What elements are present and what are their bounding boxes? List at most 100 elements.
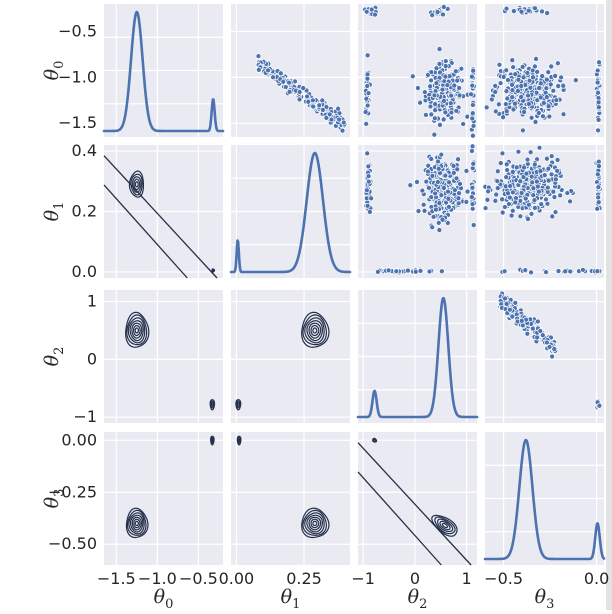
scatter-point: [432, 101, 438, 107]
scatter-point: [363, 187, 370, 194]
scatter-point: [539, 332, 546, 339]
kde-curve-3: [483, 438, 606, 561]
scatter-point: [450, 163, 457, 169]
scatter-point: [543, 76, 550, 83]
scatter-point: [594, 268, 601, 274]
scatter-point: [531, 197, 538, 203]
scatter-point: [528, 114, 535, 121]
scatter-point: [441, 98, 447, 104]
scatter-point: [512, 71, 519, 77]
scatter-point: [441, 4, 447, 10]
panel-r1-c0: [103, 145, 223, 279]
scatter-point: [548, 171, 555, 178]
scatter-point: [540, 100, 547, 106]
scatter-point: [596, 163, 602, 169]
x-tick-label-c1: 0.25: [286, 569, 322, 588]
scatter-point: [492, 108, 499, 115]
scatter-point: [528, 211, 535, 217]
panel-r0-c3: [483, 4, 604, 137]
panel-background: [104, 290, 223, 423]
scatter-point: [436, 227, 443, 233]
scatter-point: [319, 97, 326, 104]
scatter-point: [451, 82, 458, 89]
density-contour: [434, 516, 456, 535]
scatter-point: [323, 114, 330, 121]
scatter-point: [442, 109, 449, 116]
scatter-point: [437, 122, 443, 128]
scatter-point: [530, 74, 536, 81]
scatter-point: [448, 109, 455, 116]
x-axis-label-2: θ2: [408, 586, 428, 610]
scatter-point: [503, 161, 510, 168]
scatter-point: [507, 306, 513, 313]
density-contour: [132, 176, 142, 193]
scatter-point: [513, 164, 520, 171]
density-contour: [211, 438, 214, 443]
density-contour: [129, 514, 144, 533]
density-contour: [302, 509, 328, 536]
panel-r1-c1: [229, 145, 352, 278]
scatter-point: [469, 205, 476, 212]
scatter-point: [511, 8, 517, 14]
scatter-point: [532, 119, 539, 125]
scatter-point: [470, 132, 476, 139]
scatter-point: [544, 339, 550, 346]
y-tick-label-r1: 0.0: [72, 262, 97, 281]
scatter-point: [432, 190, 439, 197]
density-contour: [133, 178, 141, 191]
scatter-point: [548, 153, 555, 159]
scatter-point: [316, 102, 323, 109]
density-contour: [310, 518, 320, 529]
scatter-point: [557, 192, 564, 199]
density-contour: [132, 324, 141, 337]
scatter-point: [572, 77, 579, 84]
scatter-point: [280, 78, 287, 85]
density-contour: [441, 522, 449, 529]
scatter-point: [454, 77, 461, 84]
scatter-point: [545, 103, 552, 110]
y-tick-label-r1: 0.4: [72, 141, 97, 160]
scatter-point: [596, 59, 602, 66]
scatter-point: [523, 170, 530, 177]
scatter-point: [363, 8, 370, 15]
scatter-point: [531, 161, 538, 168]
panel-background: [231, 290, 350, 423]
scatter-point: [518, 83, 525, 89]
scatter-point: [448, 92, 455, 99]
density-contour: [131, 516, 143, 531]
scatter-point: [454, 166, 461, 173]
scatter-point: [431, 92, 438, 99]
scatter-point: [470, 222, 477, 228]
scatter-point: [464, 188, 471, 195]
scatter-point: [527, 84, 534, 91]
scatter-point: [432, 115, 438, 122]
scatter-point: [469, 143, 476, 150]
y-tick-label-r2: 0: [87, 349, 97, 368]
scatter-point: [469, 201, 476, 207]
scatter-point: [515, 88, 521, 94]
density-contour: [211, 402, 214, 407]
scatter-point: [532, 205, 538, 211]
x-tick-label-c0: −1.0: [138, 569, 177, 588]
scatter-point: [368, 195, 375, 202]
scatter-point: [496, 61, 503, 68]
scatter-point: [435, 158, 441, 165]
scatter-point: [470, 102, 476, 108]
scatter-point: [518, 190, 525, 196]
x-axis-label-0: θ0: [154, 586, 174, 610]
density-contour: [310, 324, 320, 337]
scatter-point: [425, 168, 431, 175]
scatter-point: [530, 185, 537, 192]
density-contour: [372, 437, 378, 443]
scatter-point: [469, 184, 476, 191]
density-contour: [235, 399, 242, 411]
scatter-point: [457, 181, 463, 187]
x-tick-label-c3: 0.0: [584, 569, 609, 588]
scatter-point: [452, 187, 458, 193]
density-outline-1: [357, 471, 442, 566]
scatter-point: [445, 188, 451, 195]
density-contour: [211, 269, 215, 272]
density-contour: [127, 317, 146, 344]
scatter-point: [439, 86, 446, 93]
